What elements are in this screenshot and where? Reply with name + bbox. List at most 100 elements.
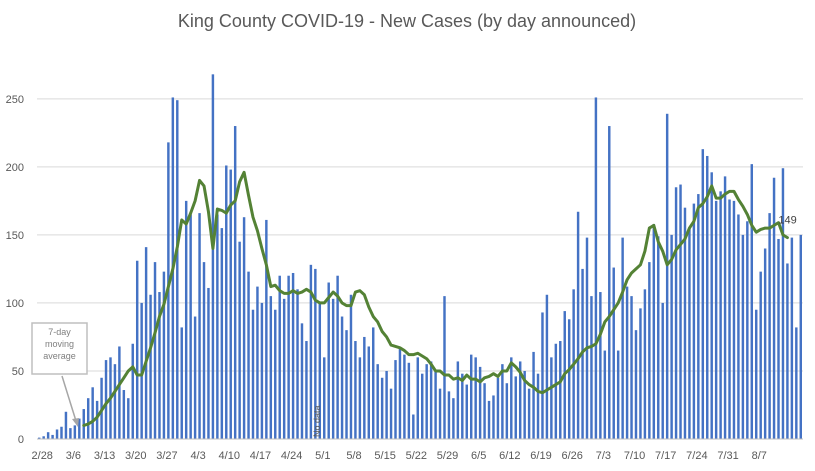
bar — [674, 187, 678, 439]
x-tick-label: 7/31 — [717, 450, 738, 462]
chart-title: King County COVID-19 - New Cases (by day… — [178, 11, 636, 31]
bar — [305, 341, 308, 439]
bar — [532, 351, 535, 439]
bar — [256, 286, 259, 439]
bar — [127, 398, 130, 439]
bar — [389, 388, 393, 439]
bar — [786, 263, 789, 439]
bar — [634, 330, 638, 439]
x-tick-label: 4/24 — [281, 450, 302, 462]
bar — [309, 264, 313, 439]
bar — [207, 287, 210, 439]
bar — [287, 275, 290, 439]
bar — [487, 400, 491, 439]
bar — [478, 366, 482, 439]
bar — [777, 238, 780, 439]
bar — [608, 126, 611, 440]
bar — [518, 361, 522, 439]
bar — [296, 289, 299, 439]
bar — [474, 357, 477, 439]
bar — [336, 275, 339, 439]
bar — [247, 271, 250, 439]
bar — [541, 312, 544, 439]
bar — [737, 214, 740, 439]
bar — [603, 350, 607, 439]
bar — [594, 97, 598, 439]
bar — [590, 296, 593, 439]
moving-average-callout-box — [31, 322, 88, 375]
y-tick-label: 100 — [6, 298, 24, 310]
bar — [643, 289, 647, 439]
bar — [688, 228, 691, 439]
x-tick-label: 5/15 — [374, 450, 395, 462]
bar — [425, 364, 428, 439]
bar — [211, 74, 215, 439]
bar — [550, 357, 553, 439]
bar — [220, 228, 224, 439]
bar — [759, 271, 762, 439]
bar — [746, 221, 749, 439]
bar — [251, 309, 255, 439]
bar — [496, 377, 500, 439]
bar — [790, 237, 794, 439]
bar — [781, 168, 785, 440]
bar — [398, 347, 402, 439]
callout-arrow-head — [72, 418, 79, 427]
bar — [639, 308, 642, 439]
bar — [576, 211, 580, 439]
bar — [501, 364, 504, 439]
bar — [202, 262, 206, 439]
bar — [331, 298, 335, 439]
bar — [367, 346, 371, 439]
bar — [750, 164, 754, 439]
x-tick-label: 7/24 — [686, 450, 707, 462]
bar — [274, 309, 277, 439]
bar — [282, 298, 286, 439]
bar — [505, 383, 509, 439]
bar — [536, 373, 540, 439]
moving-average-series — [82, 170, 789, 427]
bar — [625, 286, 629, 439]
bar — [372, 327, 375, 439]
bar — [416, 357, 419, 439]
bar — [225, 165, 228, 439]
bar — [340, 316, 344, 439]
bar — [412, 414, 415, 439]
bar — [706, 155, 709, 439]
bar — [300, 323, 304, 439]
bar — [661, 302, 664, 439]
moving-average-callout-label: 7-day moving average — [43, 327, 76, 361]
bar — [714, 200, 718, 439]
bar — [380, 377, 384, 439]
bar — [755, 309, 758, 439]
bar — [719, 191, 722, 439]
bar — [86, 398, 90, 439]
bar — [697, 194, 700, 439]
bar — [149, 294, 152, 439]
bar — [447, 391, 451, 439]
bar — [585, 237, 589, 439]
bar — [434, 370, 437, 439]
bar — [567, 319, 571, 439]
bar — [723, 176, 727, 439]
bar — [469, 354, 473, 439]
bar — [514, 376, 517, 439]
bar — [763, 248, 767, 439]
bar — [162, 271, 166, 439]
bar — [527, 388, 531, 439]
bar — [318, 302, 322, 439]
y-tick-label: 200 — [6, 162, 24, 174]
y-tick-label: 0 — [18, 434, 24, 446]
x-tick-label: 4/3 — [190, 450, 205, 462]
bar — [665, 113, 669, 440]
bar — [60, 426, 63, 439]
bar — [456, 361, 460, 439]
bar — [403, 354, 406, 439]
bar — [46, 432, 50, 439]
y-tick-label: 250 — [6, 94, 24, 106]
x-tick-label: 3/20 — [125, 450, 146, 462]
x-axis: 2/28 3/6 3/13 3/20 3/27 4/3 4/10 4/17 4/24 5/1 5/8… — [32, 438, 803, 462]
bar — [394, 360, 397, 439]
bar — [461, 373, 464, 439]
